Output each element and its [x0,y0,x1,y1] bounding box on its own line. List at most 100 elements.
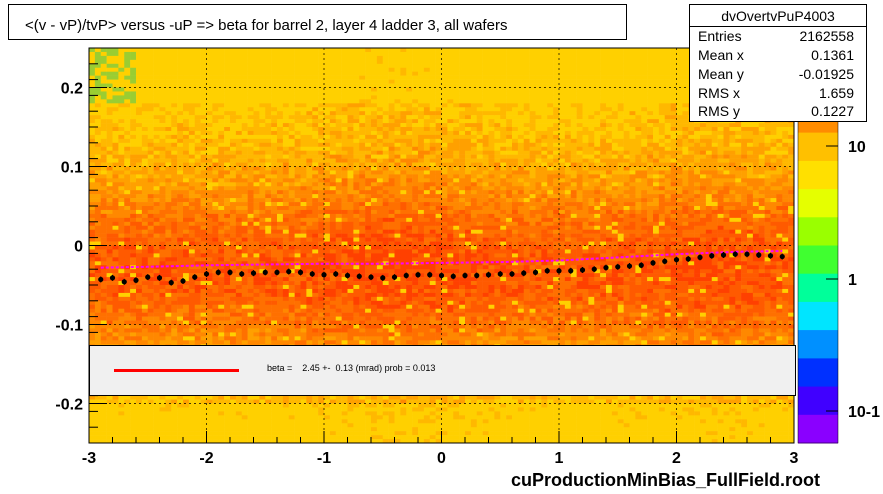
profile-point [215,269,221,275]
color-scale-segment [798,414,838,444]
profile-point [297,269,304,275]
stats-value: 1.659 [818,85,854,101]
profile-point [485,272,492,278]
x-tick-label: -3 [82,450,96,467]
axes: -3 -2 -1 0 1 2 3 -0.2 -0.1 0 0.1 0.2 [55,47,799,467]
fit-curve [100,250,783,269]
stats-label: RMS x [698,85,740,101]
profile-point [427,272,433,278]
profile-point [556,268,562,274]
color-scale-segment [798,132,838,162]
profile-point [462,272,468,279]
profile-point [521,270,527,276]
profile-point [732,251,738,257]
color-scale-label: 10 [848,139,866,156]
profile-point [98,276,104,283]
y-tick-label: -0.1 [55,318,83,335]
x-axis-title: cuProductionMinBias_FullField.root [510,470,820,490]
profile-point [309,271,315,277]
profile-point [321,272,327,278]
profile-point [474,272,480,279]
profile-point [286,268,292,275]
profile-point [603,265,609,271]
profile-point [779,253,785,260]
stats-value: -0.01925 [798,66,854,82]
color-scale-segment [798,160,838,190]
profile-point [744,251,750,257]
color-scale-segment [798,330,838,359]
fit-legend-text: beta = 2.45 +- 0.13 (mrad) prob = 0.013 [267,363,436,373]
title-box: <(v - vP)/tvP> versus -uP => beta for ba… [8,4,627,40]
stats-value: 0.1361 [811,47,854,63]
color-scale-label: 1 [848,272,857,289]
stats-histogram-name: dvOvertvPuP4003 [721,8,835,24]
color-scale-segment [798,358,838,388]
x-tick-label: 0 [437,450,446,467]
color-scale-segment [798,189,838,218]
profile-point [168,280,174,286]
profile-point [638,262,644,268]
profile-point [709,253,715,259]
profile-point [568,268,574,274]
profile-point [356,273,362,279]
profile-point [121,279,127,285]
profile-point [180,278,186,284]
profile-point [239,271,245,277]
stats-row-rms-x: RMS x 1.659 [698,85,854,103]
stats-label: Mean x [698,47,744,63]
profile-point [532,269,539,275]
profile-point [497,271,503,277]
profile-point [333,271,339,277]
profile-points [98,251,785,286]
chart-title: <(v - vP)/tvP> versus -uP => beta for ba… [25,17,508,34]
profile-point [145,274,151,280]
profile-point [133,277,139,283]
color-scale-segment [798,217,838,246]
profile-point [262,269,268,275]
profile-point [438,272,445,279]
profile-point [591,266,597,272]
x-tick-label: 3 [790,450,799,467]
profile-point [344,272,351,279]
profile-point [227,269,233,275]
y-tick-label: -0.2 [55,397,83,414]
profile-point [662,258,668,264]
profile-point [403,272,409,279]
profile-point [579,267,586,273]
stats-row-rms-y: RMS y 0.1227 [698,103,854,121]
profile-point [250,270,257,276]
stats-value: 2162558 [799,28,854,44]
profile-point [274,269,280,275]
color-scale-segment [798,273,838,303]
profile-point [756,252,762,258]
stats-divider [690,26,866,27]
profile-point [673,257,680,263]
stats-row-mean-x: Mean x 0.1361 [698,47,854,65]
stats-label: Mean y [698,66,744,82]
profile-point [767,253,774,259]
stats-label: RMS y [698,103,740,119]
profile-point [391,274,398,280]
profile-point [544,268,550,274]
fit-legend-line [114,369,239,372]
stats-row-entries: Entries 2162558 [698,28,854,46]
grid-lines [89,48,794,443]
x-tick-label: -2 [199,450,213,467]
color-scale-segment [798,245,838,275]
profile-point [109,275,116,281]
profile-point [368,274,374,280]
fit-legend: beta = 2.45 +- 0.13 (mrad) prob = 0.013 [89,345,796,396]
profile-point [156,275,163,281]
profile-point [203,271,210,277]
profile-point [509,271,515,277]
x-tick-label: -1 [317,450,331,467]
fit-curve-line [100,250,783,269]
profile-point [615,264,621,270]
stats-label: Entries [698,28,742,44]
color-scale-label: 10-1 [848,404,880,421]
profile-point [685,256,691,262]
y-tick-label: 0 [74,239,83,256]
x-tick-label: 1 [555,450,564,467]
profile-point [650,260,656,266]
profile-point [626,263,633,269]
